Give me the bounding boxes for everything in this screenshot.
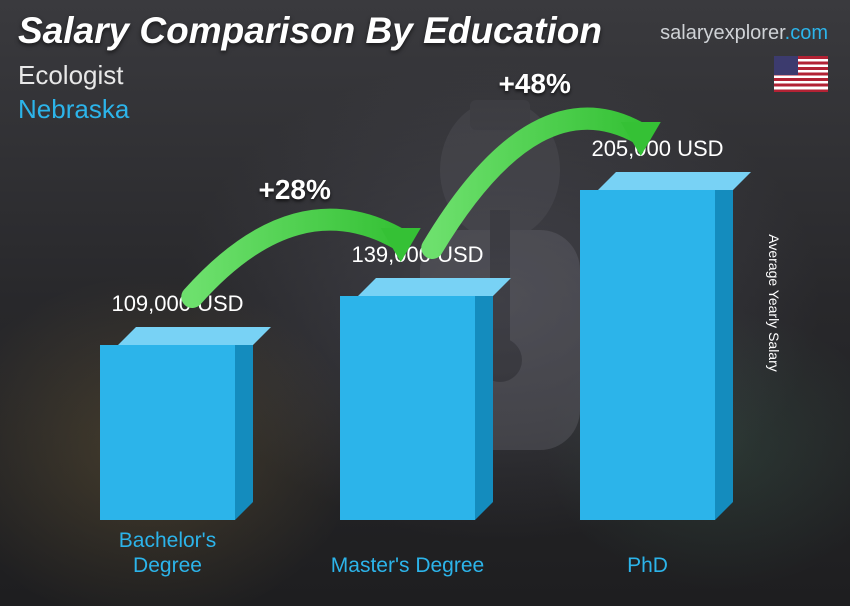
page-title: Salary Comparison By Education	[18, 10, 602, 52]
brand-suffix: .com	[785, 22, 828, 44]
increase-arrow-icon	[60, 130, 800, 580]
region-label: Nebraska	[18, 94, 129, 125]
brand-prefix: salaryexplorer	[660, 22, 785, 44]
brand-link[interactable]: salaryexplorer.com	[660, 22, 828, 45]
job-title: Ecologist	[18, 60, 124, 91]
increase-pct-label: +48%	[499, 68, 571, 100]
bar-chart: 109,000 USDBachelor's Degree139,000 USDM…	[60, 130, 800, 580]
flag-icon	[774, 56, 828, 92]
